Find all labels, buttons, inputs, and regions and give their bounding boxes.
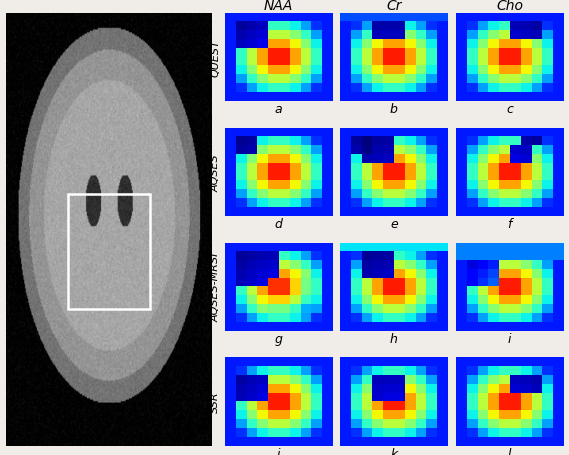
Title: NAA: NAA — [263, 0, 293, 12]
X-axis label: f: f — [508, 218, 512, 231]
Bar — [68, 194, 150, 310]
Y-axis label: AQSES: AQSES — [211, 154, 220, 191]
X-axis label: j: j — [277, 447, 280, 455]
X-axis label: l: l — [508, 447, 512, 455]
X-axis label: k: k — [390, 447, 398, 455]
X-axis label: e: e — [390, 218, 398, 231]
Y-axis label: QUEST: QUEST — [211, 39, 220, 76]
X-axis label: i: i — [508, 333, 512, 346]
X-axis label: a: a — [274, 103, 282, 116]
Y-axis label: AQSES-MRSI: AQSES-MRSI — [211, 253, 220, 322]
Y-axis label: SSR: SSR — [211, 391, 220, 413]
X-axis label: b: b — [390, 103, 398, 116]
X-axis label: d: d — [274, 218, 282, 231]
Title: Cr: Cr — [386, 0, 402, 12]
X-axis label: g: g — [274, 333, 282, 346]
X-axis label: c: c — [506, 103, 513, 116]
Title: Cho: Cho — [496, 0, 523, 12]
X-axis label: h: h — [390, 333, 398, 346]
